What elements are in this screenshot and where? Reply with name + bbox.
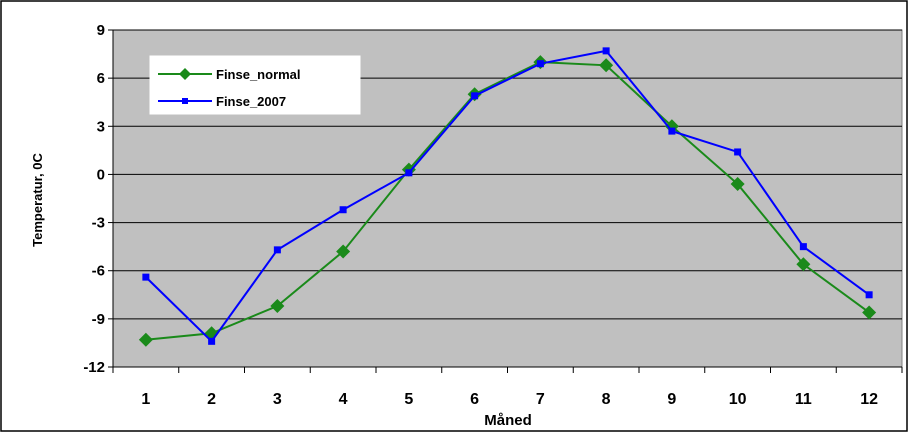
legend: Finse_normal Finse_2007 — [149, 55, 361, 115]
y-axis-title: Temperatur, 0C — [30, 153, 45, 247]
legend-label-finse-2007: Finse_2007 — [216, 94, 286, 109]
x-tick-label: 4 — [339, 391, 348, 408]
data-point-finse-2007 — [471, 92, 479, 100]
x-axis-title: Måned — [484, 412, 532, 429]
data-point-finse-normal — [730, 177, 745, 192]
y-tick-label: 6 — [97, 70, 105, 87]
y-tick-label: -6 — [92, 263, 105, 280]
y-tick-label: 3 — [97, 118, 105, 135]
y-tick-label: 0 — [97, 166, 105, 183]
x-tick-label: 9 — [667, 391, 676, 408]
data-point-finse-2007 — [536, 60, 544, 68]
y-tick-label: 9 — [97, 22, 105, 39]
x-tick-label: 6 — [470, 391, 479, 408]
data-point-finse-2007 — [339, 206, 347, 214]
x-tick-label: 8 — [602, 391, 611, 408]
legend-marker-diamond-icon — [179, 68, 191, 80]
data-point-finse-normal — [862, 305, 877, 320]
x-tick-label: 5 — [404, 391, 413, 408]
data-point-finse-normal — [796, 257, 811, 272]
data-point-finse-2007 — [668, 127, 676, 135]
series-line-finse-2007 — [145, 49, 870, 343]
x-tick-label: 10 — [729, 391, 747, 408]
data-point-finse-normal — [270, 299, 285, 314]
data-point-finse-2007 — [405, 169, 413, 177]
legend-marker-square-icon — [182, 98, 188, 104]
x-tick-label: 7 — [536, 391, 545, 408]
data-point-finse-2007 — [273, 246, 281, 254]
x-tick-label: 2 — [207, 391, 216, 408]
series — [138, 47, 877, 347]
x-tick-label: 3 — [273, 391, 282, 408]
data-point-finse-normal — [599, 58, 614, 73]
legend-box — [149, 55, 361, 115]
legend-label-finse-normal: Finse_normal — [216, 67, 301, 82]
data-point-finse-2007 — [799, 243, 807, 251]
data-point-finse-2007 — [865, 291, 873, 299]
y-tick-label: -9 — [92, 311, 105, 328]
y-tick-label: -12 — [83, 359, 105, 376]
x-tick-label: 1 — [141, 391, 150, 408]
data-point-finse-2007 — [602, 47, 610, 55]
data-point-finse-2007 — [208, 337, 216, 345]
x-tick-label: 12 — [860, 391, 878, 408]
data-point-finse-normal — [664, 119, 679, 134]
series-line-finse-normal — [145, 61, 870, 341]
data-point-finse-normal — [138, 332, 153, 347]
data-point-finse-normal — [336, 244, 351, 259]
data-point-finse-2007 — [142, 273, 150, 281]
data-point-finse-2007 — [734, 148, 742, 156]
x-tick-label: 11 — [795, 391, 812, 408]
y-tick-label: -3 — [92, 215, 105, 232]
